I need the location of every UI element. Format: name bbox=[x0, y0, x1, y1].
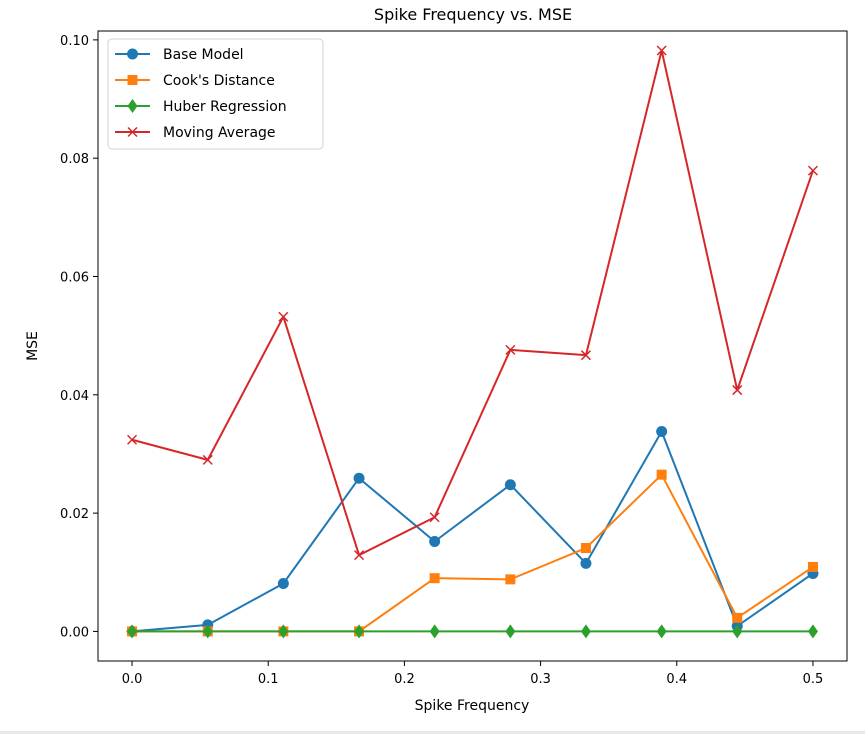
legend-label: Cook's Distance bbox=[163, 73, 275, 89]
data-point-base-model bbox=[353, 472, 365, 484]
legend-marker bbox=[127, 126, 138, 138]
data-point-moving-average-stroke bbox=[505, 344, 516, 355]
data-point-huber-regression bbox=[202, 624, 213, 639]
data-point-moving-average-stroke bbox=[429, 512, 440, 523]
legend-marker bbox=[127, 48, 138, 60]
data-point-huber-regression bbox=[807, 624, 818, 639]
legend-label: Moving Average bbox=[163, 125, 276, 141]
data-point-moving-average bbox=[807, 165, 818, 176]
data-point-huber-regression bbox=[354, 624, 365, 639]
y-tick-label: 0.06 bbox=[60, 270, 89, 285]
series-huber-regression bbox=[127, 624, 818, 639]
bottom-divider bbox=[0, 731, 865, 734]
data-point-moving-average-stroke bbox=[278, 311, 289, 322]
data-point-huber-regression bbox=[656, 624, 667, 639]
series-line-moving-average bbox=[131, 49, 814, 557]
x-axis-label: Spike Frequency bbox=[415, 698, 530, 714]
data-point-moving-average-stroke bbox=[202, 454, 213, 465]
data-point-base-model bbox=[429, 536, 441, 548]
y-tick-label: 0.08 bbox=[60, 152, 89, 167]
legend: Base Model Cook's Distance Huber Regressio… bbox=[107, 38, 324, 150]
data-point-moving-average bbox=[656, 45, 667, 56]
data-point-huber-regression bbox=[732, 624, 743, 639]
x-tick-label: 0.0 bbox=[122, 672, 143, 687]
data-point-huber-regression bbox=[580, 624, 591, 639]
y-tick-label: 0.00 bbox=[60, 625, 89, 640]
data-point-moving-average bbox=[732, 385, 743, 396]
y-tick-label: 0.10 bbox=[60, 34, 89, 49]
legend-box bbox=[107, 38, 324, 150]
data-point-moving-average-stroke bbox=[354, 550, 365, 561]
data-point-cook-s-distance bbox=[429, 573, 440, 584]
x-tick-label: 0.3 bbox=[530, 672, 551, 687]
series-line-base-model bbox=[131, 430, 814, 633]
y-tick-label: 0.04 bbox=[60, 389, 89, 404]
data-point-cook-s-distance bbox=[732, 612, 743, 623]
data-point-moving-average-stroke bbox=[580, 350, 591, 361]
data-point-moving-average bbox=[505, 344, 516, 355]
plot-area bbox=[97, 30, 848, 662]
series-line-cook-s-distance bbox=[132, 473, 814, 633]
data-point-moving-average bbox=[354, 550, 365, 561]
y-axis: 0.00 0.02 0.04 0.06 0.08 0.10 bbox=[60, 34, 98, 640]
series-base-model bbox=[126, 425, 819, 637]
legend-label: Huber Regression bbox=[163, 99, 287, 115]
data-point-huber-regression bbox=[505, 624, 516, 639]
legend-label: Base Model bbox=[163, 47, 244, 63]
x-axis: 0.0 0.1 0.2 0.3 0.4 0.5 bbox=[122, 661, 824, 687]
data-point-huber-regression bbox=[127, 624, 138, 639]
legend-item-base-model: Base Model bbox=[115, 47, 244, 63]
data-point-moving-average bbox=[429, 512, 440, 523]
x-tick-label: 0.2 bbox=[394, 672, 415, 687]
data-point-moving-average bbox=[202, 454, 213, 465]
data-point-moving-average-stroke bbox=[807, 165, 818, 176]
data-point-moving-average-stroke bbox=[732, 385, 743, 396]
data-point-cook-s-distance bbox=[505, 574, 516, 585]
data-point-base-model bbox=[580, 557, 592, 569]
legend-marker bbox=[127, 99, 138, 113]
legend-item-cook-s-distance: Cook's Distance bbox=[115, 73, 275, 89]
chart-title: Spike Frequency vs. MSE bbox=[374, 5, 572, 24]
y-tick-label: 0.02 bbox=[60, 507, 89, 522]
data-point-base-model bbox=[504, 479, 516, 491]
x-tick-label: 0.4 bbox=[666, 672, 687, 687]
data-point-base-model bbox=[277, 578, 289, 590]
data-point-moving-average bbox=[580, 350, 591, 361]
data-point-huber-regression bbox=[429, 624, 440, 639]
legend-marker-stroke bbox=[127, 126, 138, 138]
data-point-moving-average-stroke bbox=[127, 434, 138, 445]
data-point-moving-average bbox=[278, 311, 289, 322]
data-point-moving-average bbox=[127, 434, 138, 445]
data-point-cook-s-distance bbox=[807, 561, 818, 572]
data-point-cook-s-distance bbox=[580, 543, 591, 554]
series-moving-average bbox=[127, 45, 818, 561]
legend-item-huber-regression: Huber Regression bbox=[115, 99, 287, 115]
data-point-cook-s-distance bbox=[656, 469, 667, 480]
data-point-moving-average-stroke bbox=[656, 45, 667, 56]
data-point-huber-regression bbox=[278, 624, 289, 639]
series-layer bbox=[126, 45, 819, 639]
legend-item-moving-average: Moving Average bbox=[115, 125, 276, 141]
legend-marker bbox=[127, 75, 138, 85]
y-axis-label: MSE bbox=[25, 331, 41, 361]
x-tick-label: 0.5 bbox=[803, 672, 824, 687]
x-tick-label: 0.1 bbox=[258, 672, 279, 687]
data-point-base-model bbox=[656, 425, 668, 437]
